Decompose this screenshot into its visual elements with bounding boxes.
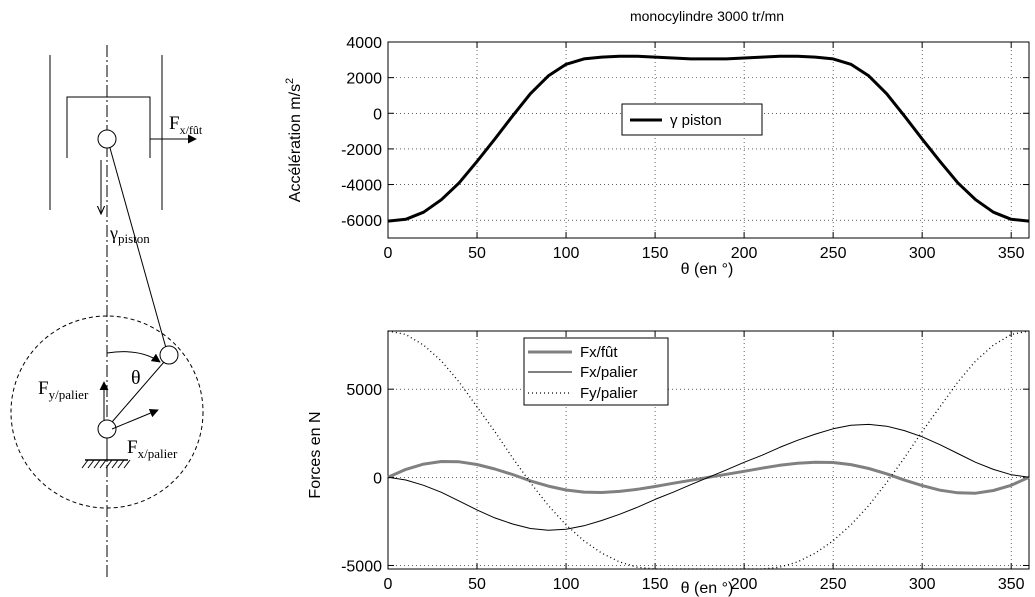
x-tick-label: 200	[731, 576, 758, 593]
piston-body	[66, 96, 151, 158]
legend: γ piston	[621, 103, 763, 136]
x-tick-label: 50	[468, 245, 486, 262]
x-tick-label: 200	[731, 245, 758, 262]
x-tick-label: 100	[553, 245, 580, 262]
plot-frame	[387, 330, 1030, 570]
acceleration-chart: monocylindre 3000 tr/mn 0 50 100 150 200 250 3…	[284, 8, 1030, 278]
x-tick-label: 300	[909, 576, 936, 593]
series-line--piston	[387, 54, 1030, 223]
fx-palier-arrow	[111, 408, 159, 430]
x-tick-label: 250	[820, 576, 847, 593]
legend-label-gamma-piston: γ piston	[670, 112, 722, 129]
gudgeon-pin-circle	[97, 129, 117, 149]
x-tick-label: 0	[384, 576, 393, 593]
y-tick-label: -5000	[341, 558, 382, 575]
y-tick-label: -4000	[341, 178, 382, 195]
x-tick-label: 150	[642, 245, 669, 262]
plot-frame	[387, 41, 1030, 239]
x-tick-label: 100	[553, 576, 580, 593]
gamma-piston-label: γpiston	[109, 223, 150, 246]
piston-mechanism-diagram: Fx/fût γpiston θ Fy/palier Fx/palier	[10, 45, 204, 577]
fx-palier-label: Fx/palier	[127, 437, 178, 461]
x-axis-label: θ (en °)	[681, 580, 734, 597]
legend-label-fx-fut: Fx/fût	[580, 344, 618, 361]
y-tick-label: 0	[373, 106, 382, 123]
series-line-fy-palier	[387, 330, 1030, 570]
x-tick-label: 350	[998, 245, 1025, 262]
crank-circle	[10, 315, 204, 509]
y-tick-label: 0	[373, 470, 382, 487]
series-line-fx-palier	[387, 423, 1030, 531]
x-axis-label: θ (en °)	[681, 261, 734, 278]
crank-arm	[111, 361, 165, 423]
crank-pin-circle	[159, 345, 179, 365]
y-axis-label: Forces en N	[307, 411, 324, 498]
connecting-rod	[109, 147, 167, 349]
y-tick-label: 2000	[346, 71, 382, 88]
fy-palier-label: Fy/palier	[38, 378, 89, 402]
x-tick-label: 50	[468, 576, 486, 593]
legend-label-fx-palier: Fx/palier	[580, 364, 638, 381]
x-tick-label: 0	[384, 245, 393, 262]
y-tick-label: -6000	[341, 213, 382, 230]
x-tick-label: 150	[642, 576, 669, 593]
x-tick-label: 250	[820, 245, 847, 262]
y-tick-label: -2000	[341, 142, 382, 159]
y-axis-label: Accélération m/s2	[284, 78, 304, 202]
ground-hatching	[81, 459, 131, 469]
theta-arc-arrow	[106, 351, 161, 363]
x-tick-label: 300	[909, 245, 936, 262]
f-fut-label: Fx/fût	[169, 113, 203, 137]
chart-title: monocylindre 3000 tr/mn	[630, 8, 784, 24]
legend: Fx/fût Fx/palier Fy/palier	[523, 337, 669, 406]
theta-label: θ	[131, 367, 141, 389]
legend-label-fy-palier: Fy/palier	[580, 385, 638, 402]
x-tick-label: 350	[998, 576, 1025, 593]
y-tick-label: 4000	[346, 35, 382, 52]
y-tick-label: 5000	[346, 382, 382, 399]
